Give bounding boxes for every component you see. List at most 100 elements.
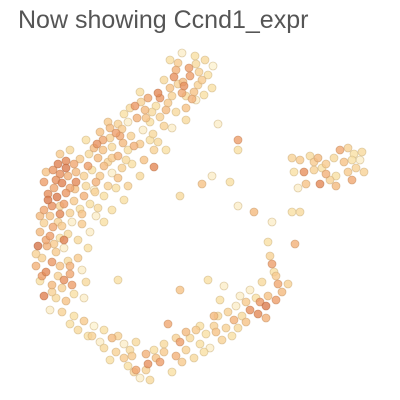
- data-point: [233, 135, 243, 145]
- data-point: [181, 115, 191, 125]
- data-point: [287, 207, 297, 217]
- data-point: [67, 217, 77, 227]
- data-point: [55, 209, 65, 219]
- data-point: [83, 243, 93, 253]
- data-point: [59, 199, 69, 209]
- data-point: [57, 307, 67, 317]
- data-point: [99, 161, 109, 171]
- data-point: [140, 105, 150, 115]
- data-point: [265, 251, 275, 261]
- data-point: [197, 75, 207, 85]
- data-point: [69, 311, 79, 321]
- data-point: [309, 165, 319, 175]
- data-point: [175, 191, 185, 201]
- data-point: [51, 293, 61, 303]
- data-point: [92, 139, 102, 149]
- data-point: [217, 335, 227, 345]
- data-point: [245, 305, 255, 315]
- data-point: [63, 171, 73, 181]
- data-point: [191, 325, 201, 335]
- data-point: [81, 277, 91, 287]
- data-point: [130, 101, 140, 111]
- data-point: [343, 167, 353, 177]
- data-point: [107, 168, 117, 178]
- data-point: [287, 153, 297, 163]
- data-point: [155, 112, 165, 122]
- data-point: [195, 339, 205, 349]
- data-point: [293, 183, 303, 193]
- data-point: [99, 217, 109, 227]
- data-point: [357, 147, 367, 157]
- data-point: [215, 295, 225, 305]
- data-point: [90, 187, 100, 197]
- data-point: [123, 181, 133, 191]
- data-point: [35, 227, 45, 237]
- data-point: [119, 195, 129, 205]
- data-point: [271, 295, 281, 305]
- data-point: [89, 321, 99, 331]
- data-point: [227, 331, 237, 341]
- data-point: [313, 153, 323, 163]
- data-point: [79, 293, 89, 303]
- data-point: [52, 192, 62, 202]
- data-point: [325, 175, 335, 185]
- data-point: [315, 179, 325, 189]
- data-point: [77, 265, 87, 275]
- data-point: [111, 347, 121, 357]
- data-point: [207, 171, 217, 181]
- data-point: [329, 153, 339, 163]
- data-point: [33, 241, 43, 251]
- data-point: [43, 195, 53, 205]
- data-point: [177, 357, 187, 367]
- data-point: [73, 325, 83, 335]
- data-point: [181, 345, 191, 355]
- data-point: [190, 51, 200, 61]
- data-point: [283, 279, 293, 289]
- data-point: [207, 83, 217, 93]
- data-point: [65, 208, 75, 218]
- data-point: [295, 155, 305, 165]
- data-point: [223, 307, 233, 317]
- data-point: [194, 67, 204, 77]
- points-layer: [31, 48, 369, 385]
- data-point: [39, 205, 49, 215]
- data-point: [267, 217, 277, 227]
- data-point: [79, 191, 89, 201]
- data-point: [343, 143, 353, 153]
- data-point: [41, 267, 51, 277]
- data-point: [111, 128, 121, 138]
- data-point: [277, 287, 287, 297]
- data-point: [267, 259, 277, 269]
- data-point: [65, 145, 75, 155]
- data-point: [185, 71, 195, 81]
- data-point: [77, 209, 87, 219]
- data-point: [48, 165, 58, 175]
- data-point: [187, 94, 197, 104]
- data-point: [39, 218, 49, 228]
- data-point: [55, 149, 65, 159]
- data-point: [235, 291, 245, 301]
- data-point: [57, 283, 67, 293]
- data-point: [159, 75, 169, 85]
- data-point: [295, 207, 305, 217]
- data-point: [189, 353, 199, 363]
- data-point: [143, 359, 153, 369]
- data-point: [163, 319, 173, 329]
- data-point: [181, 103, 191, 113]
- data-point: [200, 55, 210, 65]
- data-point: [199, 90, 209, 100]
- data-point: [233, 145, 243, 155]
- data-point: [123, 117, 133, 127]
- data-point: [73, 235, 83, 245]
- data-point: [201, 329, 211, 339]
- data-point: [209, 311, 219, 321]
- data-point: [59, 235, 69, 245]
- data-point: [47, 280, 57, 290]
- data-point: [69, 289, 79, 299]
- data-point: [301, 179, 311, 189]
- data-point: [123, 145, 133, 155]
- data-point: [167, 91, 177, 101]
- data-point: [59, 275, 69, 285]
- data-point: [93, 153, 103, 163]
- data-point: [289, 167, 299, 177]
